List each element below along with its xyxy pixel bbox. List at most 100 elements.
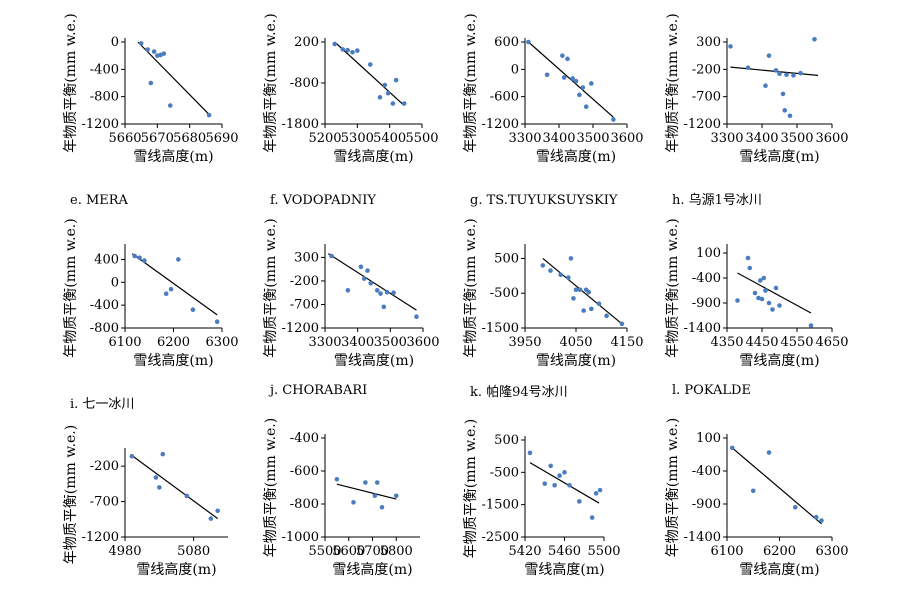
data-point (160, 451, 166, 457)
x-tick-label: 5680 (173, 131, 206, 146)
y-tick-label: 100 (696, 431, 721, 446)
y-tick-label: 0 (511, 62, 519, 77)
data-point (414, 314, 419, 320)
data-point (526, 39, 531, 45)
data-point (581, 308, 586, 313)
x-tick-label: 3300 (508, 131, 541, 146)
data-point (750, 488, 756, 494)
data-point (580, 85, 586, 90)
y-tick-label: -1200 (282, 321, 319, 336)
data-point (176, 257, 181, 262)
x-tick-label: 6300 (815, 544, 848, 559)
data-point (735, 298, 740, 303)
data-point (379, 505, 385, 510)
x-axis-label: 雪线高度(m) (136, 561, 216, 578)
data-point (393, 77, 399, 83)
y-tick-label: -400 (90, 298, 119, 313)
y-axis-label: 年物质平衡(mm w.e.) (63, 13, 79, 152)
chart-title: h. 乌源1号冰川 (672, 192, 762, 208)
data-point (350, 49, 355, 55)
data-point (596, 301, 602, 306)
data-point (548, 463, 553, 469)
y-tick-label: 500 (494, 433, 519, 448)
data-point (812, 36, 817, 42)
data-point (752, 290, 758, 296)
data-point (757, 278, 763, 283)
x-tick-label: 5800 (380, 544, 413, 559)
data-point (215, 508, 220, 514)
data-point (819, 518, 824, 523)
chart-title: f. VODOPADNIY (270, 193, 376, 208)
x-axis-label: 雪线高度(m) (536, 148, 616, 165)
data-point (163, 291, 169, 297)
x-tick-label: 4550 (780, 335, 813, 350)
x-axis-label: 雪线高度(m) (133, 352, 213, 369)
y-axis-label: 年物质平衡(mm w.e.) (463, 13, 479, 152)
chart-panel-9: i. 七一冰川 4980 5080 -200 -700 -1200 雪线高度(m) 年物质平衡… (63, 397, 228, 578)
data-point (777, 71, 782, 77)
data-point (374, 288, 380, 293)
x-tick-label: 4350 (710, 335, 743, 350)
y-tick-label: -600 (490, 90, 519, 105)
y-axis-label: 年物质平衡(mm w.e.) (263, 218, 279, 357)
data-point (358, 264, 364, 270)
data-point (167, 103, 173, 108)
data-point (374, 480, 380, 485)
trend-line (529, 462, 600, 504)
data-point (132, 253, 137, 259)
data-point (542, 481, 548, 486)
y-tick-label: -2500 (482, 530, 519, 545)
data-point (381, 304, 387, 310)
data-point (390, 101, 396, 106)
y-tick-label: -1200 (82, 117, 119, 132)
data-point (557, 473, 562, 478)
data-point (729, 445, 735, 451)
y-tick-label: 600 (494, 35, 519, 50)
y-tick-label: -700 (290, 297, 319, 312)
data-point (377, 95, 383, 100)
y-tick-label: -500 (490, 286, 519, 301)
data-point (145, 47, 150, 52)
data-point (367, 62, 373, 67)
data-point (593, 491, 599, 496)
y-tick-label: -1500 (482, 321, 519, 336)
x-tick-label: 3600 (610, 131, 643, 146)
data-point (570, 76, 575, 81)
chart-panel-2: 5200 5300 5400 5500 200 -800 -1800 雪线高度(m) 年物质平衡… (263, 13, 439, 165)
y-axis-label: 年物质平衡(mm w.e.) (263, 13, 279, 152)
data-point (577, 287, 583, 293)
y-tick-label: -400 (290, 431, 319, 446)
trend-line (737, 272, 812, 314)
trend-line (336, 483, 397, 500)
data-point (378, 291, 383, 296)
x-tick-label: 3500 (780, 131, 813, 146)
data-point (560, 53, 565, 58)
data-point (589, 81, 594, 86)
x-tick-label: 5460 (548, 544, 581, 559)
y-tick-label: -1800 (282, 117, 319, 132)
trend-line (731, 447, 822, 525)
y-tick-label: -1000 (282, 530, 319, 545)
y-tick-label: 400 (94, 252, 119, 267)
y-axis-label: 年物质平衡(mm w.e.) (665, 218, 681, 357)
data-point (184, 493, 190, 499)
data-point (361, 276, 367, 281)
chart-panel-1: 5660 5670 5680 5690 0 -400 -800 -1200 雪线高度(m) 年物质… (63, 13, 239, 165)
x-tick-label: 5500 (405, 131, 438, 146)
x-tick-label: 3600 (815, 131, 848, 146)
x-axis-label: 雪线高度(m) (739, 148, 819, 165)
x-tick-label: 3300 (308, 335, 341, 350)
data-point (780, 91, 786, 97)
data-point (393, 493, 399, 499)
x-tick-label: 3500 (374, 335, 407, 350)
data-point (791, 73, 796, 78)
data-point (137, 255, 142, 261)
data-point (763, 288, 768, 293)
data-point (745, 65, 751, 70)
data-point (138, 41, 144, 46)
data-point (577, 499, 582, 504)
data-point (190, 307, 196, 313)
x-tick-label: 5400 (373, 131, 406, 146)
